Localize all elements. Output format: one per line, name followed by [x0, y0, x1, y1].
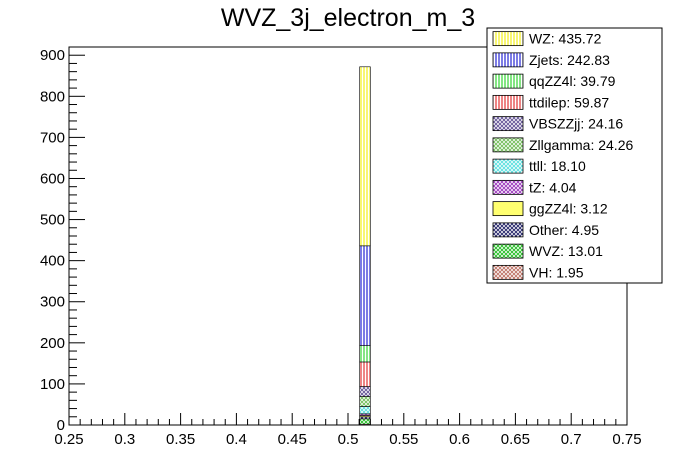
y-tick-label: 700 [40, 129, 65, 146]
legend-label-wz: WZ: 435.72 [529, 31, 602, 47]
legend-label-zllgamma: Zllgamma: 24.26 [529, 137, 633, 153]
bar-segment-other [359, 416, 371, 420]
bar-segment-wz [359, 66, 371, 247]
bar-segment-zjets [359, 245, 371, 346]
legend-swatch-zjets [492, 52, 524, 68]
chart-title: WVZ_3j_electron_m_3 [221, 4, 475, 32]
legend: WZ: 435.72 Zjets: 242.83 qqZZ4l: 39.79 ttdi… [486, 27, 663, 284]
x-tick-label: 0.5 [338, 431, 359, 448]
x-tick-label: 0.7 [561, 431, 582, 448]
bar-segment-ttdilep [359, 361, 371, 387]
legend-swatch-tz [492, 179, 524, 195]
x-axis: 0.25 0.3 0.35 0.4 0.45 0.5 0.55 0.6 0.65 0.7 0.75 [54, 413, 642, 448]
y-tick-label: 200 [40, 335, 65, 352]
x-tick-label: 0.4 [226, 431, 247, 448]
legend-swatch-wvz [492, 243, 524, 259]
legend-swatch-ttdilep [492, 94, 524, 110]
bar-segment-ttll [359, 406, 371, 415]
x-tick-label: 0.25 [54, 431, 83, 448]
bar-segment-vbszzjj [359, 386, 371, 397]
legend-swatch-qqzz4l [492, 73, 524, 89]
legend-box [486, 27, 663, 284]
x-tick-label: 0.3 [114, 431, 135, 448]
legend-swatch-vh [492, 264, 524, 280]
y-tick-label: 900 [40, 47, 65, 64]
y-tick-label: 800 [40, 88, 65, 105]
legend-label-wvz: WVZ: 13.01 [529, 243, 603, 259]
legend-label-tz: tZ: 4.04 [529, 179, 577, 195]
y-tick-label: 300 [40, 294, 65, 311]
x-tick-label: 0.65 [501, 431, 530, 448]
y-tick-label: 600 [40, 170, 65, 187]
legend-label-vh: VH: 1.95 [529, 264, 584, 280]
legend-swatch-ttll [492, 158, 524, 174]
y-axis: 0 100 200 300 400 500 600 700 800 900 [40, 46, 85, 434]
legend-swatch-zllgamma [492, 137, 524, 153]
bar-segment-zllgamma [359, 396, 371, 407]
x-tick-label: 0.75 [612, 431, 641, 448]
legend-swatch-wz [492, 31, 524, 47]
stacked-bars [359, 66, 371, 426]
y-tick-label: 0 [57, 417, 65, 434]
bar-segment-qqzz4l [359, 345, 371, 363]
legend-label-ttdilep: ttdilep: 59.87 [529, 94, 609, 110]
bar-segment-wvz [359, 418, 371, 425]
x-tick-label: 0.35 [166, 431, 195, 448]
legend-label-other: Other: 4.95 [529, 222, 599, 238]
legend-swatch-other [492, 222, 524, 238]
x-tick-label: 0.6 [449, 431, 470, 448]
legend-label-qqzz4l: qqZZ4l: 39.79 [529, 73, 616, 89]
x-tick-label: 0.55 [389, 431, 418, 448]
y-tick-label: 500 [40, 212, 65, 229]
legend-label-zjets: Zjets: 242.83 [529, 52, 610, 68]
legend-label-ggzz4l: ggZZ4l: 3.12 [529, 201, 608, 217]
legend-swatch-ggzz4l [492, 201, 524, 217]
x-tick-label: 0.45 [278, 431, 307, 448]
legend-label-vbszzjj: VBSZZjj: 24.16 [529, 116, 623, 132]
legend-label-ttll: ttll: 18.10 [529, 158, 586, 174]
y-tick-label: 400 [40, 253, 65, 270]
y-tick-label: 100 [40, 376, 65, 393]
legend-swatch-vbszzjj [492, 116, 524, 132]
